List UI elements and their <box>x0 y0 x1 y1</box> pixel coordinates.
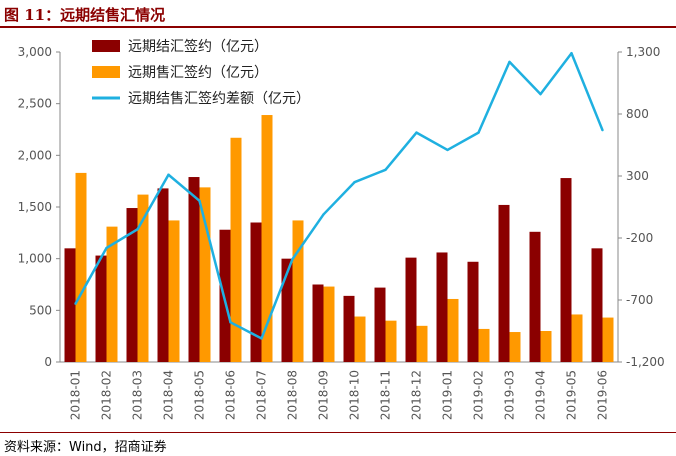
difference-point <box>167 173 170 176</box>
left-tick-label: 3,000 <box>18 45 52 59</box>
settlement-bar <box>467 261 479 362</box>
difference-point <box>539 92 542 96</box>
settlement-bar <box>591 248 603 362</box>
difference-point <box>136 228 139 231</box>
right-tick-label: 1,300 <box>626 45 660 59</box>
x-tick-label: 2018-07 <box>255 370 269 420</box>
source-note: 资料来源：Wind，招商证券 <box>4 440 167 455</box>
legend-label: 远期结汇签约（亿元） <box>128 38 268 55</box>
difference-point <box>477 131 480 134</box>
settlement-bar <box>498 204 510 362</box>
left-tick-label: 500 <box>29 303 52 317</box>
difference-point <box>229 321 232 324</box>
sales-bar <box>416 325 428 362</box>
sales-bar <box>199 187 211 362</box>
difference-point <box>322 213 325 216</box>
left-tick-label: 1,000 <box>18 252 52 266</box>
difference-line <box>74 51 604 340</box>
sales-bar <box>571 314 583 362</box>
sales-bar <box>323 286 335 362</box>
settlement-bar <box>95 255 107 362</box>
difference-point <box>291 257 294 261</box>
sales-bar <box>447 298 459 362</box>
sales-bar <box>137 194 149 362</box>
x-tick-label: 2018-04 <box>162 370 176 420</box>
x-tick-label: 2018-03 <box>131 370 145 420</box>
difference-point <box>260 337 263 340</box>
left-tick-label: 0 <box>44 355 52 369</box>
x-tick-label: 2018-10 <box>348 370 362 420</box>
settlement-bar <box>157 188 169 362</box>
x-tick-label: 2019-03 <box>503 370 517 420</box>
left-tick-label: 1,500 <box>18 200 52 214</box>
x-tick-label: 2019-01 <box>441 370 455 420</box>
settlement-bar <box>374 287 386 362</box>
difference-point <box>105 246 108 250</box>
settlement-bar <box>560 178 572 362</box>
x-tick-label: 2018-05 <box>193 370 207 420</box>
right-tick-label: -700 <box>626 293 653 307</box>
legend-label: 远期售汇签约（亿元） <box>128 64 268 81</box>
difference-point <box>353 181 356 184</box>
x-tick-label: 2018-02 <box>100 370 114 420</box>
sales-bar <box>509 332 521 362</box>
sales-bar <box>261 115 273 363</box>
x-tick-label: 2019-04 <box>534 370 548 420</box>
sales-bar <box>168 220 180 362</box>
x-tick-label: 2018-11 <box>379 370 393 420</box>
difference-point <box>384 168 387 171</box>
right-tick-label: -1,200 <box>626 355 665 369</box>
sales-bar <box>75 172 87 362</box>
sales-bar <box>230 137 242 362</box>
x-tick-label: 2019-05 <box>565 370 579 420</box>
settlement-bar <box>64 248 76 362</box>
right-tick-label: 800 <box>626 107 649 121</box>
difference-point <box>601 128 604 132</box>
settlement-bar <box>343 295 355 362</box>
x-tick-label: 2018-01 <box>69 370 83 420</box>
settlement-bar <box>250 222 262 362</box>
difference-point <box>446 148 449 152</box>
settlement-bar <box>405 257 417 362</box>
difference-point <box>508 60 511 64</box>
footer-rule <box>0 432 676 433</box>
figure-title: 图 11：远期结售汇情况 <box>4 6 166 24</box>
sales-bar <box>540 331 552 362</box>
chart: 0 500 1,000 1,500 2,000 2,500 3,000 -1,200 -700 -… <box>18 38 665 420</box>
difference-point <box>74 302 77 305</box>
x-tick-label: 2019-02 <box>472 370 486 420</box>
settlement-bar <box>529 231 541 362</box>
settlement-bar <box>281 258 293 362</box>
settlement-bar <box>312 284 324 362</box>
settlement-bar <box>126 208 138 362</box>
legend-label: 远期结售汇签约差额（亿元） <box>128 90 310 107</box>
sales-bar <box>354 316 366 362</box>
x-tick-label: 2019-06 <box>596 370 610 420</box>
sales-bar <box>292 220 304 362</box>
left-tick-label: 2,500 <box>18 97 52 111</box>
difference-point <box>415 131 418 134</box>
settlement-bar <box>436 252 448 362</box>
settlement-bar <box>188 177 200 362</box>
x-tick-label: 2018-08 <box>286 370 300 420</box>
legend-swatch-sales <box>92 66 120 78</box>
difference-point <box>570 52 573 55</box>
sales-bar <box>385 320 397 362</box>
sales-bar <box>602 317 614 362</box>
title-rule <box>0 26 676 28</box>
sales-bar <box>106 226 118 362</box>
difference-point <box>198 199 201 202</box>
sales-bar <box>478 328 490 362</box>
x-tick-label: 2018-12 <box>410 370 424 420</box>
right-tick-label: -200 <box>626 231 653 245</box>
legend-swatch-settlement <box>92 40 120 52</box>
x-tick-label: 2018-09 <box>317 370 331 420</box>
left-tick-label: 2,000 <box>18 148 52 162</box>
right-tick-label: 300 <box>626 169 649 183</box>
x-tick-label: 2018-06 <box>224 370 238 420</box>
